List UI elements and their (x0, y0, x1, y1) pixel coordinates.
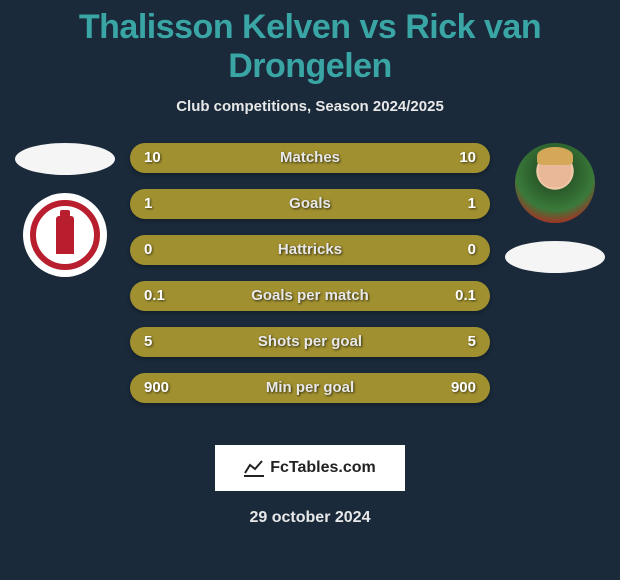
stat-row: 900900Min per goal (130, 373, 490, 403)
subtitle: Club competitions, Season 2024/2025 (0, 98, 620, 115)
comparison-content: 1010Matches11Goals00Hattricks0.10.1Goals… (0, 143, 620, 433)
stat-value-right: 0 (468, 235, 476, 265)
stat-value-right: 10 (459, 143, 476, 173)
stat-value-right: 1 (468, 189, 476, 219)
player-photo-right (515, 143, 595, 223)
stat-bars: 1010Matches11Goals00Hattricks0.10.1Goals… (130, 143, 490, 419)
left-player-column (10, 143, 120, 277)
bar-fill-left (130, 327, 310, 357)
bar-fill-right (310, 327, 490, 357)
right-player-column (500, 143, 610, 291)
stat-row: 0.10.1Goals per match (130, 281, 490, 311)
bar-fill-left (130, 235, 310, 265)
stat-value-right: 900 (451, 373, 476, 403)
stat-value-left: 10 (144, 143, 161, 173)
stat-value-left: 1 (144, 189, 152, 219)
stat-value-right: 5 (468, 327, 476, 357)
club-badge-left (23, 193, 107, 277)
footer-brand[interactable]: FcTables.com (215, 445, 405, 491)
stat-value-left: 0 (144, 235, 152, 265)
stat-value-right: 0.1 (455, 281, 476, 311)
bar-fill-right (310, 235, 490, 265)
chart-icon (244, 459, 264, 477)
player-photo-placeholder-left (15, 143, 115, 175)
stat-row: 55Shots per goal (130, 327, 490, 357)
stat-value-left: 5 (144, 327, 152, 357)
stat-row: 1010Matches (130, 143, 490, 173)
bar-fill-right (310, 189, 490, 219)
footer-brand-label: FcTables.com (270, 459, 376, 477)
stat-row: 00Hattricks (130, 235, 490, 265)
stat-row: 11Goals (130, 189, 490, 219)
stat-value-left: 900 (144, 373, 169, 403)
bar-fill-left (130, 189, 310, 219)
stat-value-left: 0.1 (144, 281, 165, 311)
club-badge-placeholder-right (505, 241, 605, 273)
page-title: Thalisson Kelven vs Rick van Drongelen (0, 0, 620, 86)
date-label: 29 october 2024 (0, 509, 620, 527)
